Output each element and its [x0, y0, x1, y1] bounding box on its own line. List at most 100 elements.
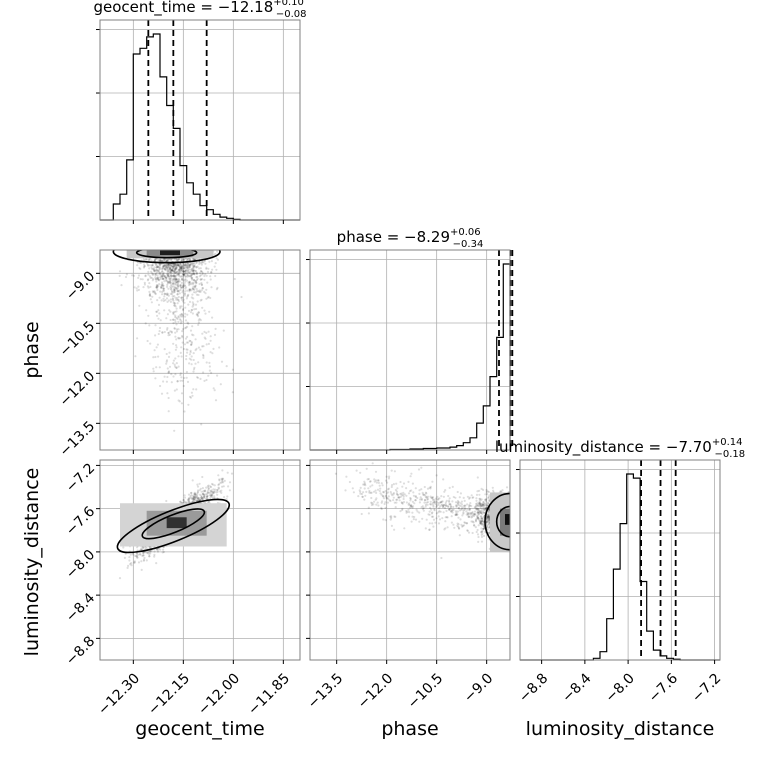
scatter-geocent-distance-pt	[221, 485, 224, 488]
scatter-phase-distance-pt	[479, 502, 482, 505]
scatter-geocent-phase-pt	[194, 270, 198, 273]
scatter-geocent-distance-pt	[199, 493, 202, 496]
scatter-geocent-phase-pt	[160, 275, 163, 278]
scatter-phase-distance-pt	[393, 528, 396, 531]
scatter-geocent-phase-pt	[209, 351, 212, 354]
scatter-geocent-phase-pt	[187, 265, 190, 268]
scatter-phase-distance-pt	[401, 501, 404, 505]
scatter-geocent-phase-pt	[201, 261, 204, 264]
scatter-geocent-phase-pt	[192, 297, 195, 300]
scatter-geocent-phase-pt	[167, 264, 170, 267]
scatter-phase-distance-pt	[482, 527, 485, 530]
scatter-geocent-phase-pt	[179, 322, 182, 325]
scatter-geocent-phase-pt	[180, 296, 183, 299]
scatter-phase-distance-pt	[482, 527, 486, 530]
scatter-geocent-phase-pt	[162, 265, 165, 268]
scatter-geocent-phase-frame	[99, 249, 301, 451]
scatter-geocent-phase-pt	[174, 279, 177, 283]
scatter-geocent-phase-pt	[156, 286, 159, 290]
scatter-phase-distance-pt	[443, 503, 446, 507]
xticklabel-geocent-time-3: −11.85	[245, 670, 293, 718]
scatter-geocent-distance-pt	[141, 554, 144, 558]
scatter-geocent-phase-pt	[177, 270, 180, 273]
scatter-geocent-phase-pt	[147, 314, 150, 317]
scatter-geocent-phase-pt	[168, 309, 171, 312]
scatter-geocent-distance-pt	[206, 495, 209, 498]
scatter-geocent-phase-pt	[180, 275, 183, 278]
scatter-phase-distance-pt	[417, 468, 421, 471]
scatter-phase-distance-pt	[425, 492, 428, 495]
scatter-geocent-phase-pt	[171, 278, 174, 281]
scatter-geocent-phase-pt	[156, 277, 159, 281]
scatter-geocent-distance-pt	[196, 491, 199, 494]
scatter-geocent-phase-pt	[177, 274, 180, 277]
scatter-geocent-phase-pt	[182, 270, 185, 273]
scatter-geocent-phase-pt	[163, 295, 166, 298]
scatter-geocent-phase-pt	[165, 264, 168, 267]
scatter-geocent-distance-pt	[187, 497, 190, 500]
scatter-geocent-distance-pt	[219, 490, 222, 493]
scatter-phase-distance-pt	[359, 492, 362, 495]
scatter-phase-distance-pt	[415, 508, 418, 511]
scatter-geocent-phase-pt	[184, 312, 187, 315]
scatter-phase-distance-pt	[483, 508, 486, 511]
scatter-phase-distance-pt	[421, 505, 424, 508]
scatter-phase-distance-pt	[425, 496, 428, 499]
scatter-geocent-phase-pt	[163, 375, 166, 378]
scatter-geocent-phase-pt	[192, 265, 196, 268]
scatter-phase-distance-pt	[452, 523, 455, 526]
scatter-geocent-phase-pt	[134, 355, 137, 358]
scatter-geocent-phase-pt	[184, 272, 187, 275]
scatter-geocent-phase-pt	[175, 281, 178, 284]
scatter-geocent-phase-pt	[159, 384, 162, 388]
scatter-geocent-distance-pt	[202, 495, 206, 498]
scatter-geocent-distance-pt	[140, 548, 143, 551]
scatter-geocent-phase-pt	[187, 309, 191, 312]
scatter-geocent-distance-contour-inner	[141, 508, 206, 540]
scatter-phase-distance-pt	[378, 484, 381, 487]
scatter-geocent-phase-pt	[172, 274, 175, 278]
scatter-phase-distance-pt	[460, 505, 463, 508]
scatter-geocent-phase-pt	[167, 269, 170, 273]
scatter-phase-distance-pt	[488, 531, 491, 534]
scatter-geocent-phase-pt	[158, 264, 161, 267]
scatter-geocent-distance-pt	[136, 556, 139, 559]
scatter-phase-distance-pt	[471, 510, 474, 514]
scatter-phase-distance-pt	[439, 510, 442, 513]
scatter-phase-distance-pt	[445, 499, 448, 502]
scatter-phase-distance-pt	[488, 517, 491, 521]
scatter-phase-distance-pt	[500, 490, 503, 493]
scatter-geocent-phase-pt	[192, 271, 195, 274]
scatter-geocent-phase-pt	[197, 346, 200, 349]
hist-luminosity-distance-steps	[520, 473, 721, 661]
scatter-geocent-phase-pt	[178, 292, 181, 295]
scatter-geocent-phase-pt	[208, 310, 211, 313]
scatter-geocent-phase-pt	[179, 379, 182, 382]
scatter-phase-distance-pt	[476, 490, 479, 493]
scatter-geocent-phase-pt	[173, 271, 176, 274]
scatter-phase-distance-pt	[454, 513, 458, 517]
scatter-geocent-distance-pt	[215, 491, 218, 494]
scatter-geocent-distance-pt	[130, 564, 133, 567]
scatter-phase-distance-pt	[473, 510, 477, 513]
scatter-geocent-phase-pt	[176, 263, 179, 266]
scatter-geocent-phase-pt	[194, 285, 197, 288]
scatter-phase-distance-pt	[411, 511, 414, 514]
scatter-geocent-distance-pt	[217, 474, 220, 477]
scatter-geocent-phase-pt	[188, 266, 191, 269]
scatter-geocent-phase-pt	[158, 283, 161, 286]
scatter-phase-distance-pt	[478, 501, 481, 505]
scatter-phase-distance-pt	[377, 481, 380, 484]
scatter-phase-distance-pt	[408, 490, 412, 493]
scatter-phase-distance-pt	[437, 497, 440, 501]
scatter-phase-distance-pt	[334, 472, 337, 475]
scatter-phase-distance-pt	[474, 513, 477, 516]
hist-luminosity-distance-title: luminosity_distance = −7.70+0.14 −0.18	[495, 437, 745, 460]
scatter-geocent-phase-pt	[181, 278, 184, 282]
scatter-geocent-phase-pt	[201, 345, 204, 348]
scatter-phase-distance-pt	[468, 515, 471, 518]
scatter-geocent-phase-pt	[176, 302, 179, 305]
scatter-phase-distance-pt	[428, 522, 431, 525]
scatter-geocent-distance-pt	[204, 493, 207, 496]
scatter-geocent-phase-pt	[181, 291, 184, 294]
